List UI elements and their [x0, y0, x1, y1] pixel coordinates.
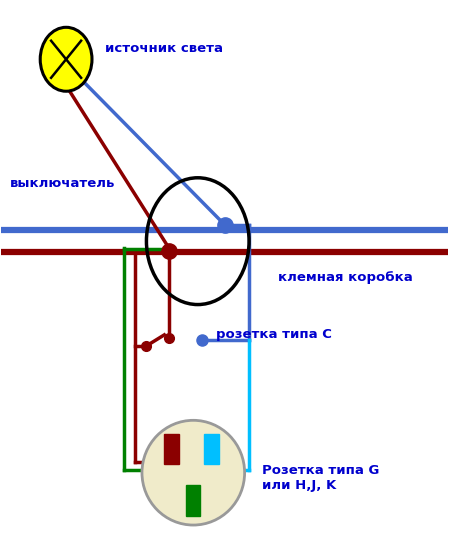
Text: источник света: источник света	[106, 42, 223, 55]
Bar	[204, 434, 219, 464]
Ellipse shape	[142, 420, 244, 525]
Bar	[186, 485, 200, 516]
Text: клемная коробка: клемная коробка	[278, 270, 413, 284]
Text: розетка типа C: розетка типа C	[216, 329, 331, 341]
Text: Розетка типа G
или H,J, K: Розетка типа G или H,J, K	[262, 464, 380, 492]
Text: выключатель: выключатель	[10, 177, 116, 190]
Circle shape	[40, 27, 92, 91]
Bar	[164, 434, 179, 464]
